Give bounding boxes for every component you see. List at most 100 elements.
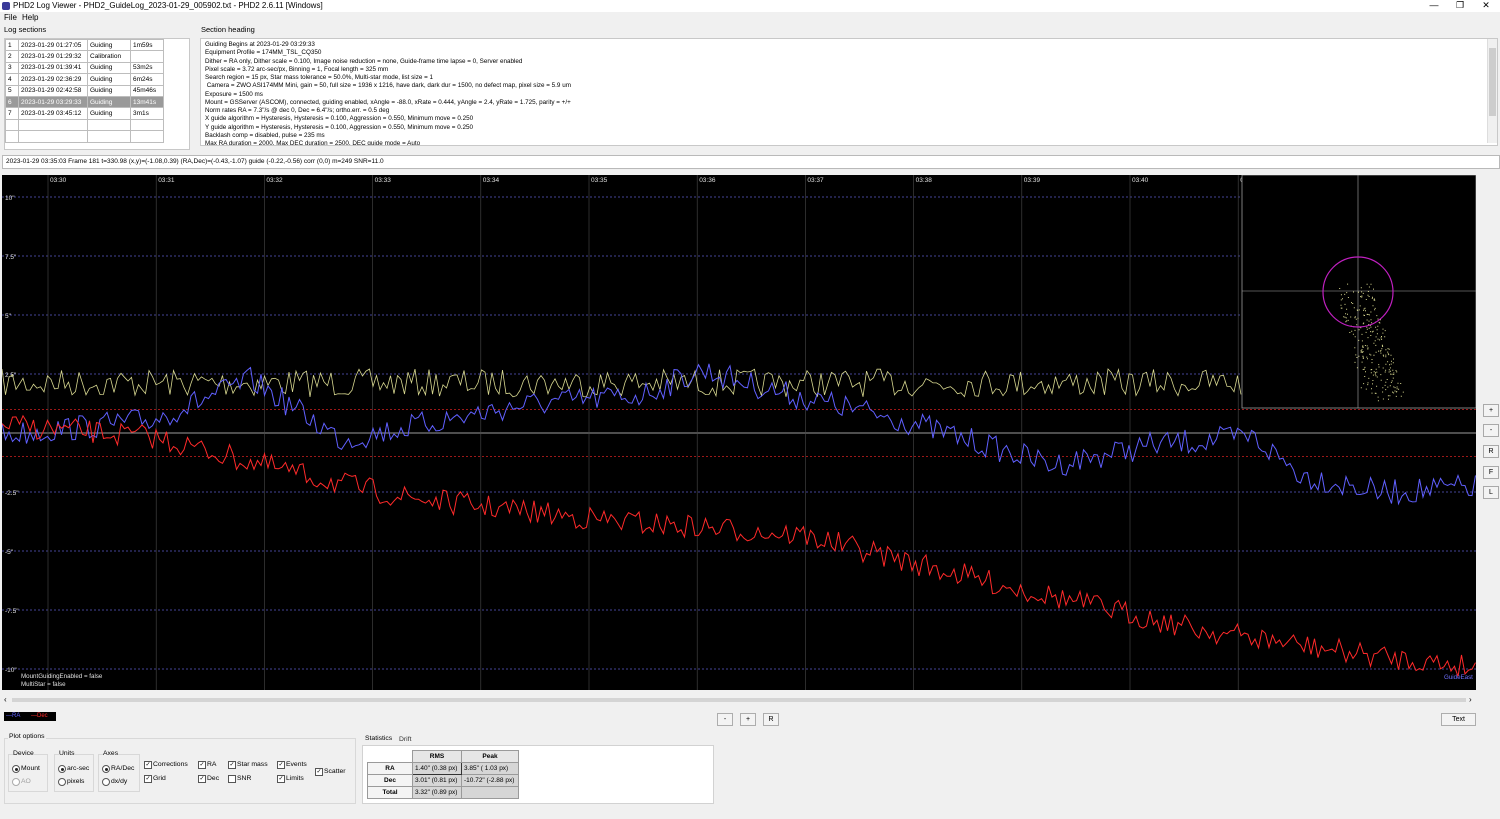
- plot-options-title: Plot options: [8, 733, 46, 740]
- heading-line: Backlash comp = disabled, pulse = 235 ms: [205, 131, 325, 139]
- event-label: MultiStar = false: [21, 681, 66, 688]
- menu-help[interactable]: Help: [22, 13, 39, 22]
- star-mass-series: [2, 368, 1242, 398]
- close-button[interactable]: ✕: [1482, 0, 1490, 10]
- scatter-target-circle: [1322, 256, 1394, 328]
- peak-header: Peak: [461, 750, 519, 763]
- tab-drift[interactable]: Drift: [399, 736, 412, 743]
- units-arcsec-radio[interactable]: [58, 765, 66, 773]
- heading-line: Max RA duration = 2000, Max DEC duration…: [205, 140, 421, 146]
- y-axis-label: -7.5": [5, 608, 19, 615]
- window-title: PHD2 Log Viewer - PHD2_GuideLog_2023-01-…: [13, 1, 323, 10]
- zoom-l-button[interactable]: L: [1483, 486, 1499, 499]
- zoom-out-button[interactable]: -: [1483, 424, 1499, 437]
- device-label: Device: [13, 750, 34, 757]
- dec-checkbox[interactable]: ✓: [198, 775, 206, 783]
- guide-graph-svg: 10"7.5"5"2.5"-2.5"-5"-7.5"-10"03:30 03:31…: [2, 175, 1476, 690]
- log-section-row[interactable]: 7 2023-01-29 03:45:12 Guiding 3m1s: [5, 107, 164, 120]
- time-tick-label: 03:35: [591, 177, 608, 184]
- menu-file[interactable]: File: [4, 13, 17, 22]
- title-bar: PHD2 Log Viewer - PHD2_GuideLog_2023-01-…: [0, 0, 1500, 12]
- time-tick-label: 03:39: [1024, 177, 1041, 184]
- heading-scrollbar[interactable]: [1487, 39, 1497, 143]
- heading-line: Search region = 15 px, Star mass toleran…: [205, 74, 434, 81]
- minimize-button[interactable]: —: [1429, 0, 1439, 10]
- heading-scroll-thumb[interactable]: [1489, 48, 1496, 116]
- tab-statistics[interactable]: Statistics: [365, 735, 393, 742]
- scroll-right-icon[interactable]: ›: [1469, 695, 1472, 704]
- section-heading-label: Section heading: [201, 25, 255, 34]
- limits-label: Limits: [286, 775, 304, 782]
- log-section-empty-row: [5, 118, 164, 132]
- units-label: Units: [59, 750, 75, 757]
- ra-checkbox[interactable]: ✓: [198, 761, 206, 769]
- frame-status-text: 2023-01-29 03:35:03 Frame 181 t=330.98 (…: [6, 158, 384, 165]
- scatter-label: Scatter: [324, 768, 346, 775]
- dec-series: [2, 414, 1476, 677]
- scatter-checkbox[interactable]: ✓: [315, 768, 323, 776]
- graph-scroll-track[interactable]: [12, 698, 1466, 702]
- maximize-button[interactable]: ❐: [1455, 0, 1465, 10]
- log-section-row[interactable]: 4 2023-01-29 02:36:29 Guiding 6m24s: [5, 73, 164, 86]
- heading-lines: Guiding Begins at 2023-01-29 03:29:33 Equ…: [205, 41, 571, 146]
- log-section-row[interactable]: 5 2023-01-29 02:42:58 Guiding 45m46s: [5, 84, 164, 97]
- device-ao-radio[interactable]: [12, 778, 20, 786]
- app-icon: [2, 2, 10, 10]
- zoom-in-button[interactable]: +: [1483, 404, 1499, 417]
- snr-label: SNR: [237, 775, 252, 782]
- axes-group: [98, 754, 140, 792]
- units-group: [54, 754, 94, 792]
- frame-status-line: 2023-01-29 03:35:03 Frame 181 t=330.98 (…: [2, 155, 1500, 169]
- heading-line: X guide algorithm = Hysteresis, Hysteres…: [205, 115, 474, 123]
- y-axis-label: 5": [5, 313, 12, 320]
- legend-ra: —RA: [6, 713, 21, 719]
- log-section-row[interactable]: 6 2023-01-29 03:29:33 Guiding 13m41s: [5, 95, 164, 109]
- time-tick-label: 03:33: [375, 177, 392, 184]
- nav-reset-button[interactable]: R: [763, 713, 779, 726]
- guide-graph[interactable]: 10" 7.5" 5" 2.5" -2.5" -5" -7.5" -10" 03:30 03:31…: [2, 175, 1476, 690]
- log-section-row[interactable]: 1 2023-01-29 01:27:05 Guiding 1m59s: [5, 38, 164, 52]
- grid-checkbox[interactable]: ✓: [144, 775, 152, 783]
- axes-radec-radio[interactable]: [102, 765, 110, 773]
- time-tick-label: 03:37: [807, 177, 824, 184]
- ra-check-label: RA: [207, 761, 217, 768]
- graph-hscrollbar[interactable]: ‹ ›: [2, 695, 1476, 704]
- log-section-row[interactable]: 2 2023-01-29 01:29:32 Calibration: [5, 50, 164, 63]
- zoom-reset-button[interactable]: R: [1483, 445, 1499, 458]
- starmass-label: Star mass: [237, 761, 268, 768]
- events-checkbox[interactable]: ✓: [277, 761, 285, 769]
- log-sections-list[interactable]: 1 2023-01-29 01:27:05 Guiding 1m59s 2 2023-01…: [4, 38, 190, 150]
- axes-dxdy-radio[interactable]: [102, 778, 110, 786]
- device-mount-radio[interactable]: [12, 765, 20, 773]
- snr-checkbox[interactable]: [228, 775, 236, 783]
- nav-plus-button[interactable]: +: [740, 713, 756, 726]
- log-section-row[interactable]: 3 2023-01-29 01:39:41 Guiding 53m2s: [5, 61, 164, 75]
- heading-line: Y guide algorithm = Hysteresis, Hysteres…: [205, 123, 473, 131]
- section-heading-text[interactable]: Guiding Begins at 2023-01-29 03:29:33 Equ…: [200, 38, 1498, 146]
- zoom-fit-button[interactable]: F: [1483, 466, 1499, 479]
- events-label: Events: [286, 761, 307, 768]
- starmass-checkbox[interactable]: ✓: [228, 761, 236, 769]
- time-tick-label: 03:34: [483, 177, 500, 184]
- menu-bar: File Help: [0, 12, 1500, 23]
- y-axis-label: 10": [5, 195, 15, 202]
- plot-options-group: [4, 738, 356, 804]
- time-tick-label: 03:36: [699, 177, 716, 184]
- heading-line: Pixel scale = 3.72 arc-sec/px, Binning =…: [205, 65, 389, 73]
- scroll-left-icon[interactable]: ‹: [4, 695, 7, 704]
- time-tick-label: 03:32: [266, 177, 283, 184]
- corrections-checkbox[interactable]: ✓: [144, 761, 152, 769]
- text-button[interactable]: Text: [1441, 713, 1476, 726]
- axes-label: Axes: [103, 750, 119, 757]
- nav-minus-button[interactable]: -: [717, 713, 733, 726]
- heading-line: Guiding Begins at 2023-01-29 03:29:33: [205, 41, 315, 48]
- units-arcsec-label: arc-sec: [67, 765, 90, 772]
- y-axis-label: -10": [5, 667, 17, 674]
- log-sections-label: Log sections: [4, 25, 47, 34]
- heading-line: Equipment Profile = 174MM_TSL_CQ350: [205, 49, 322, 57]
- time-tick-label: 03:40: [1132, 177, 1149, 184]
- log-section-empty-row: [5, 130, 164, 143]
- units-pixels-radio[interactable]: [58, 778, 66, 786]
- axes-radec-label: RA/Dec: [111, 765, 135, 772]
- limits-checkbox[interactable]: ✓: [277, 775, 285, 783]
